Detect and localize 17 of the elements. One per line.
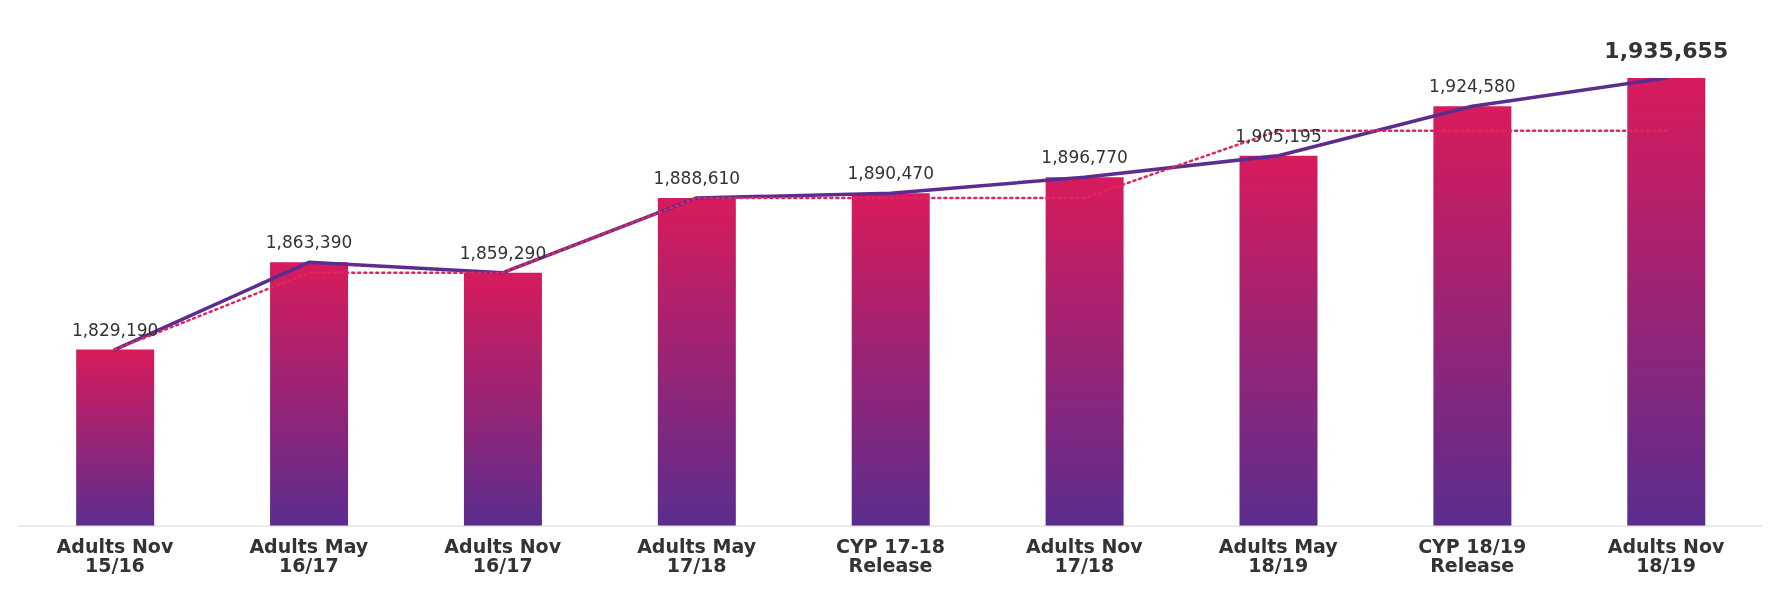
data-label: 1,924,580: [1429, 76, 1516, 97]
data-label: 1,863,390: [265, 232, 353, 253]
x-tick-label: Adults Nov 15/16: [56, 535, 174, 577]
x-tick-label: Adults Nov 17/18: [1026, 535, 1144, 577]
x-tick-label: Adults May 17/18: [637, 535, 757, 577]
x-tick-label: Adults May 16/17: [249, 535, 369, 577]
data-label: 1,888,610: [653, 167, 741, 188]
x-tick-label: CYP 17-18 Release: [835, 535, 946, 577]
x-tick-label: Adults Nov 16/17: [444, 535, 562, 577]
x-tick-label: Adults Nov 18/19: [1607, 535, 1726, 577]
data-label: 1,935,655: [1604, 38, 1729, 63]
x-tick-label: Adults May 18/19: [1218, 535, 1339, 577]
data-label: 1,859,290: [459, 242, 547, 263]
data-label: 1,896,770: [1041, 147, 1128, 168]
data-label: 1,890,470: [847, 163, 934, 184]
data-label: 1,829,190: [71, 319, 159, 340]
x-tick-label: CYP 18/19 Release: [1418, 535, 1527, 577]
